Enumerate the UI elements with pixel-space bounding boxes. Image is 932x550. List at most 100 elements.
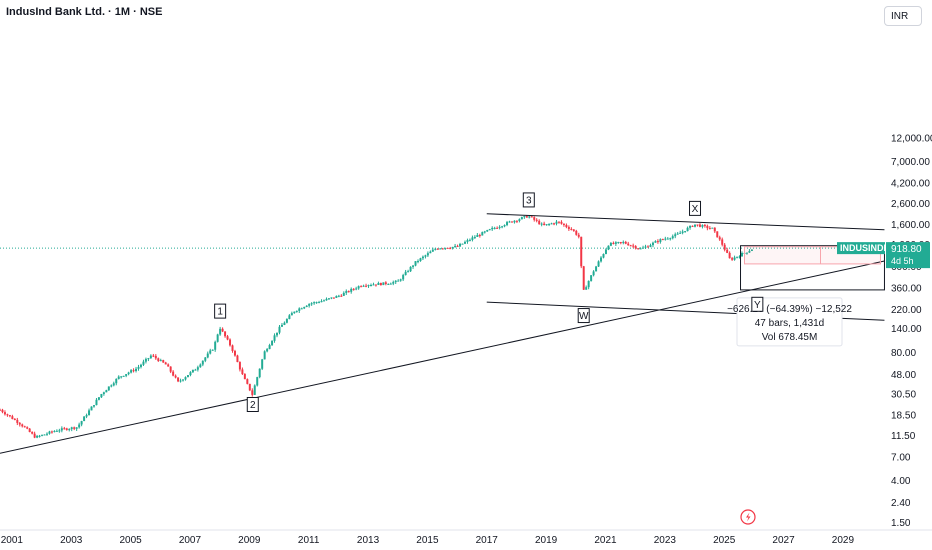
y-tick-label: 1.50 [891, 518, 911, 529]
candle-body [45, 433, 48, 435]
candle-body [65, 428, 68, 430]
candle-body [360, 286, 363, 288]
candle-body [204, 357, 207, 361]
candle-body [424, 255, 427, 257]
candle-body [577, 234, 580, 237]
candle-body [330, 297, 333, 299]
candle-body [431, 249, 434, 252]
alert-icon[interactable] [740, 509, 756, 525]
candle-body [736, 256, 739, 258]
y-tick-label: 2.40 [891, 498, 911, 509]
candle-body [570, 228, 573, 230]
candle-body [624, 241, 627, 244]
candle-body [224, 331, 227, 337]
candle-body [139, 364, 142, 367]
candle-body [560, 221, 563, 224]
candle-body [117, 376, 120, 379]
x-tick-label: 2019 [535, 535, 558, 546]
candle-body [125, 374, 128, 376]
candle-body [323, 300, 326, 302]
candle-body [444, 247, 447, 249]
candle-body [216, 334, 219, 342]
candle-body [642, 247, 645, 249]
candle-body [209, 350, 212, 354]
measure-change: −626.10 (−64.39%) −12,522 [727, 304, 852, 315]
price-tag-symbol: INDUSINDBK [840, 243, 897, 253]
measure-bars: 47 bars, 1,431d [755, 318, 825, 329]
wave-label-box [246, 397, 259, 413]
candle-body [478, 235, 481, 237]
candle-body [90, 406, 93, 411]
candle-body [553, 223, 556, 225]
candle-body [533, 217, 536, 220]
candle-body [587, 280, 590, 288]
candle-body [379, 282, 382, 286]
candle-body [233, 350, 236, 356]
candle-body [320, 301, 323, 303]
candle-body [664, 238, 667, 240]
candle-body [612, 242, 615, 244]
y-tick-label: 7,000.00 [891, 157, 930, 168]
candle-body [130, 370, 133, 373]
trendline [486, 213, 885, 231]
y-tick-label: 2,600.00 [891, 199, 930, 210]
candle-body [696, 224, 699, 226]
candle-body [273, 335, 276, 341]
candle-body [540, 223, 543, 225]
y-tick-label: 18.50 [891, 411, 916, 422]
candle-body [179, 380, 182, 382]
candle-body [70, 427, 73, 430]
candle-body [263, 351, 266, 360]
candle-body [409, 266, 412, 272]
price-tag-value-background [886, 242, 930, 269]
candle-body [476, 235, 479, 237]
candle-body [167, 364, 170, 367]
candle-body [661, 239, 664, 241]
candle-body [303, 306, 306, 309]
candle-body [488, 229, 491, 231]
candle-body [575, 230, 578, 235]
candle-body [253, 385, 256, 395]
candle-body [649, 245, 652, 247]
candle-body [468, 239, 471, 241]
candle-body [647, 246, 650, 248]
candle-body [374, 284, 377, 286]
candle-body [342, 292, 345, 296]
candle-body [392, 282, 395, 284]
candle-body [300, 308, 303, 310]
candle-body [622, 241, 625, 243]
candle-body [174, 375, 177, 378]
candle-body [518, 219, 521, 221]
candle-body [335, 296, 338, 298]
candle-body [41, 434, 44, 436]
candle-body [503, 225, 506, 227]
candle-body [83, 416, 86, 422]
candle-body [221, 328, 224, 332]
candle-body [142, 361, 145, 365]
candle-body [18, 422, 21, 425]
candle-body [595, 266, 598, 272]
candle-body [629, 245, 632, 247]
currency-button[interactable]: INR [884, 6, 922, 26]
candle-body [397, 280, 400, 282]
wave-label-x: X [692, 204, 699, 215]
candle-body [276, 332, 279, 336]
candle-body [572, 229, 575, 231]
candle-body [404, 271, 407, 276]
candle-body [382, 282, 385, 286]
candle-body [498, 226, 501, 228]
candle-body [280, 324, 283, 327]
candle-body [105, 390, 108, 393]
candle-body [656, 241, 659, 243]
y-tick-label: 11.50 [891, 431, 916, 442]
trendline [0, 260, 885, 454]
candle-body [609, 242, 612, 246]
candle-body [184, 377, 187, 380]
candle-body [1, 409, 4, 413]
candle-body [592, 271, 595, 276]
candle-body [585, 287, 588, 290]
x-tick-label: 2009 [238, 535, 261, 546]
candle-body [31, 431, 34, 434]
candle-body [97, 397, 100, 400]
